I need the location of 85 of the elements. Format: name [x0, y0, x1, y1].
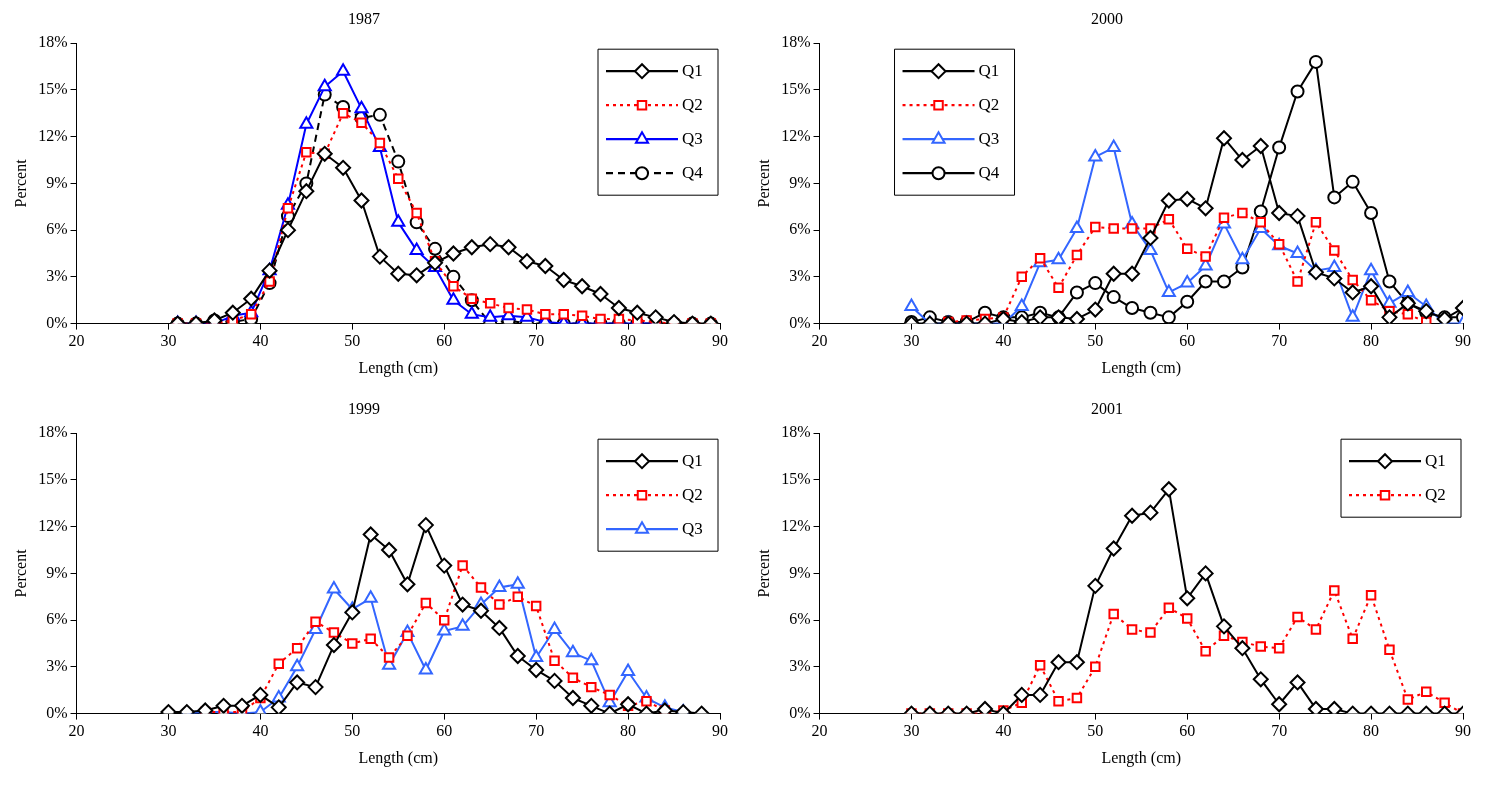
y-tick-label: 0%: [46, 313, 68, 331]
y-tick-label: 18%: [781, 33, 811, 51]
y-tick-label: 6%: [789, 220, 811, 238]
x-tick-label: 60: [436, 722, 453, 740]
x-tick-label: 50: [344, 722, 361, 740]
y-tick-label: 9%: [789, 173, 811, 191]
x-tick-label: 70: [1271, 722, 1288, 740]
x-tick-label: 20: [811, 722, 828, 740]
x-tick-label: 80: [1363, 332, 1380, 350]
x-tick-label: 20: [68, 332, 85, 350]
x-tick-label: 60: [436, 332, 453, 350]
y-tick-label: 12%: [781, 126, 811, 144]
x-tick-label: 40: [995, 722, 1012, 740]
x-axis-title: Length (cm): [358, 748, 439, 767]
y-tick-label: 3%: [46, 267, 68, 285]
legend-label: Q1: [682, 450, 703, 470]
y-tick-label: 9%: [46, 563, 68, 581]
y-tick-label: 15%: [38, 80, 68, 98]
x-tick-label: 40: [252, 722, 269, 740]
x-tick-label: 60: [1179, 332, 1196, 350]
x-tick-label: 40: [995, 332, 1012, 350]
x-tick-label: 70: [528, 722, 545, 740]
x-tick-label: 80: [620, 332, 637, 350]
y-tick-label: 9%: [789, 563, 811, 581]
y-axis-title: Percent: [754, 548, 772, 598]
y-tick-label: 0%: [46, 703, 68, 721]
x-tick-label: 30: [903, 722, 920, 740]
y-tick-label: 12%: [38, 516, 68, 534]
chart-title: 2001: [1091, 399, 1123, 417]
x-tick-label: 50: [344, 332, 361, 350]
y-tick-label: 3%: [789, 267, 811, 285]
x-tick-label: 20: [68, 722, 85, 740]
legend-label: Q3: [682, 128, 703, 148]
x-tick-label: 30: [160, 722, 177, 740]
y-tick-label: 0%: [789, 313, 811, 331]
x-axis-title: Length (cm): [1101, 358, 1182, 377]
legend-label: Q4: [682, 162, 704, 182]
chart-title: 1999: [348, 399, 380, 417]
y-tick-label: 6%: [46, 610, 68, 628]
x-tick-label: 90: [712, 332, 728, 350]
x-tick-label: 80: [620, 722, 637, 740]
x-tick-label: 50: [1087, 332, 1104, 350]
y-tick-label: 15%: [781, 470, 811, 488]
y-tick-label: 3%: [789, 657, 811, 675]
legend-label: Q1: [682, 60, 703, 80]
y-tick-label: 6%: [46, 220, 68, 238]
y-tick-label: 12%: [38, 126, 68, 144]
y-axis-title: Percent: [11, 158, 29, 208]
x-tick-label: 40: [252, 332, 269, 350]
y-tick-label: 9%: [46, 173, 68, 191]
y-tick-label: 18%: [38, 423, 68, 441]
x-tick-label: 20: [811, 332, 828, 350]
legend-label: Q3: [978, 128, 1000, 148]
y-tick-label: 15%: [781, 80, 811, 98]
y-tick-label: 15%: [38, 470, 68, 488]
chart-title: 1987: [348, 9, 380, 27]
y-tick-label: 12%: [781, 516, 811, 534]
x-tick-label: 30: [160, 332, 177, 350]
y-axis-title: Percent: [754, 158, 772, 208]
legend-label: Q1: [978, 60, 1000, 80]
legend-label: Q2: [682, 94, 703, 114]
y-tick-label: 0%: [789, 703, 811, 721]
legend-label: Q2: [978, 94, 1000, 114]
x-tick-label: 90: [712, 722, 728, 740]
legend-label: Q2: [1425, 484, 1446, 504]
x-tick-label: 90: [1455, 722, 1471, 740]
x-tick-label: 60: [1179, 722, 1196, 740]
x-tick-label: 80: [1363, 722, 1380, 740]
x-tick-label: 50: [1087, 722, 1104, 740]
y-tick-label: 18%: [38, 33, 68, 51]
legend-label: Q2: [682, 484, 703, 504]
legend-label: Q4: [978, 162, 1000, 182]
x-axis-title: Length (cm): [1101, 748, 1182, 767]
y-axis-title: Percent: [11, 548, 29, 598]
y-tick-label: 18%: [781, 423, 811, 441]
legend-label: Q1: [1425, 450, 1446, 470]
x-tick-label: 30: [903, 332, 920, 350]
y-tick-label: 3%: [46, 657, 68, 675]
x-tick-label: 70: [528, 332, 545, 350]
x-tick-label: 90: [1455, 332, 1471, 350]
y-tick-label: 6%: [789, 610, 811, 628]
legend-label: Q3: [682, 518, 703, 538]
x-tick-label: 70: [1271, 332, 1288, 350]
x-axis-title: Length (cm): [358, 358, 439, 377]
chart-title: 2000: [1091, 9, 1123, 27]
